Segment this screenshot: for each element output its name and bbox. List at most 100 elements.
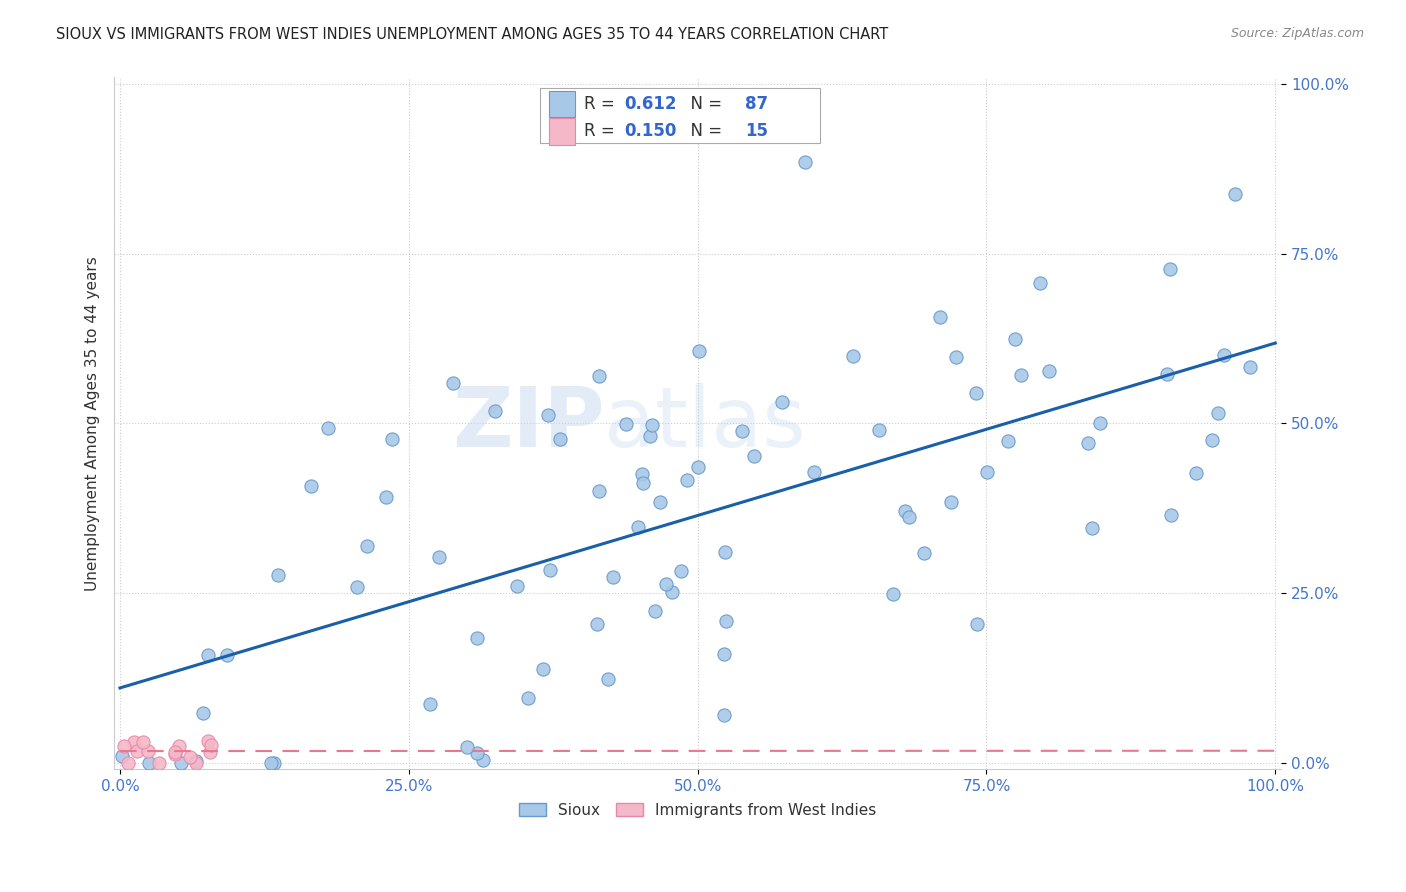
Point [627,520,650,534]
Y-axis label: Unemployment Among Ages 35 to 44 years: Unemployment Among Ages 35 to 44 years [86,256,100,591]
Point [616,417,638,431]
Point [548,432,571,446]
Point [803,465,825,479]
Bar [550,119,575,145]
Point [465,632,488,646]
Point [688,344,710,359]
Point [1160,508,1182,522]
Point [138,744,160,758]
Point [110,748,132,763]
Point [676,473,699,487]
Point [112,739,135,753]
Point [713,708,735,723]
Point [471,752,494,766]
Point [1081,521,1104,535]
Point [127,744,149,758]
Text: R =: R = [585,95,620,112]
Point [586,617,609,632]
FancyBboxPatch shape [540,87,820,144]
Point [381,432,404,446]
Point [165,745,187,759]
Text: atlas: atlas [605,383,806,464]
Point [965,385,987,400]
Point [897,510,920,524]
Point [465,746,488,760]
Legend: Sioux, Immigrants from West Indies: Sioux, Immigrants from West Indies [513,797,883,824]
Point [602,569,624,583]
Text: 87: 87 [745,95,769,112]
Point [170,756,193,770]
Point [976,465,998,479]
Point [1077,436,1099,450]
Point [267,568,290,582]
Point [731,424,754,438]
Point [588,368,610,383]
Point [588,483,610,498]
Point [686,460,709,475]
Point [1223,187,1246,202]
Text: 0.612: 0.612 [624,95,676,112]
Point [538,563,561,577]
Point [215,648,238,663]
Point [842,349,865,363]
Point [713,545,735,559]
Bar [550,91,575,117]
Point [138,756,160,770]
Text: ZIP: ZIP [451,383,605,464]
Point [928,310,950,324]
Point [1206,406,1229,420]
Point [631,476,654,491]
Text: 15: 15 [745,122,769,140]
Point [997,434,1019,448]
Text: R =: R = [585,122,620,140]
Point [714,615,737,629]
Point [939,495,962,509]
Text: N =: N = [681,122,727,140]
Point [117,756,139,770]
Point [654,577,676,591]
Point [1239,359,1261,374]
Point [506,578,529,592]
Point [163,747,186,761]
Point [198,745,221,759]
Point [640,429,662,443]
Point [132,735,155,749]
Point [427,550,450,565]
Point [713,647,735,661]
Point [148,756,170,770]
Point [641,418,664,433]
Point [186,754,208,768]
Point [631,467,654,482]
Point [912,546,935,560]
Point [742,449,765,463]
Point [197,734,219,748]
Point [793,155,815,169]
Text: N =: N = [681,95,727,112]
Point [1201,433,1223,447]
Point [770,394,793,409]
Point [484,404,506,418]
Point [893,504,915,518]
Point [263,756,285,770]
Point [531,661,554,675]
Point [596,672,619,686]
Point [1212,349,1234,363]
Point [1010,368,1032,382]
Point [441,376,464,390]
Point [869,423,891,437]
Point [122,735,145,749]
Point [356,539,378,553]
Point [1038,364,1060,378]
Point [644,604,666,618]
Point [375,490,398,504]
Point [167,739,190,753]
Point [1088,416,1111,430]
Point [193,706,215,720]
Point [456,739,478,754]
Point [650,495,672,509]
Point [197,648,219,663]
Text: 0.150: 0.150 [624,122,676,140]
Point [200,738,222,752]
Point [1004,332,1026,346]
Point [260,756,283,770]
